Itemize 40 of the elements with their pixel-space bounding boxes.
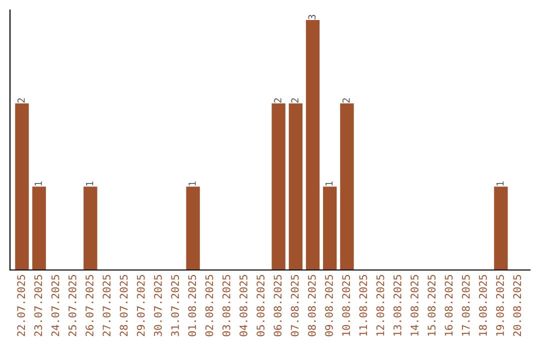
data-label: 1 <box>325 181 333 186</box>
data-label: 1 <box>188 181 196 186</box>
data-label: 2 <box>342 98 350 103</box>
x-tick-label: 11.08.2025 <box>359 275 368 336</box>
x-tick-label: 10.08.2025 <box>342 275 350 336</box>
x-tick-label: 18.08.2025 <box>478 275 487 336</box>
x-tick-label: 27.07.2025 <box>102 275 111 336</box>
x-tick-label: 28.07.2025 <box>120 275 128 336</box>
data-label: 2 <box>17 98 25 103</box>
x-tick-label: 13.08.2025 <box>393 275 402 336</box>
data-label: 1 <box>34 181 42 186</box>
data-label: 1 <box>86 181 94 186</box>
x-tick-label: 25.07.2025 <box>68 275 76 336</box>
x-tick-label: 22.07.2025 <box>17 275 26 336</box>
x-tick-label: 06.08.2025 <box>274 275 282 336</box>
x-tick-label: 05.08.2025 <box>256 275 264 336</box>
x-tick-label: 20.08.2025 <box>513 275 522 336</box>
data-label: 1 <box>496 181 504 186</box>
x-tick-label: 29.07.2025 <box>136 275 145 336</box>
x-tick-label: 31.07.2025 <box>171 275 179 336</box>
data-label: 2 <box>291 98 298 103</box>
x-tick-label: 04.08.2025 <box>240 275 248 336</box>
data-label: 2 <box>274 98 282 103</box>
data-label: 3 <box>308 14 316 20</box>
x-tick-label: 17.08.2025 <box>462 275 470 336</box>
x-tick-label: 08.08.2025 <box>308 275 316 336</box>
x-tick-label: 12.08.2025 <box>376 275 384 336</box>
x-tick-label: 26.07.2025 <box>86 275 94 336</box>
x-tick-label: 24.07.2025 <box>51 275 60 336</box>
x-tick-label: 23.07.2025 <box>34 275 42 336</box>
x-tick-label: 09.08.2025 <box>325 275 333 336</box>
x-tick-label: 19.08.2025 <box>496 275 504 336</box>
x-tick-label: 15.08.2025 <box>428 275 436 336</box>
x-tick-label: 16.08.2025 <box>444 275 453 336</box>
x-tick-label: 14.08.2025 <box>410 275 418 336</box>
x-tick-label: 01.08.2025 <box>188 275 196 336</box>
x-tick-label: 07.08.2025 <box>290 275 299 336</box>
x-tick-label: 02.08.2025 <box>205 275 214 336</box>
x-tick-label: 30.07.2025 <box>154 275 162 336</box>
x-tick-label: 03.08.2025 <box>222 275 230 336</box>
